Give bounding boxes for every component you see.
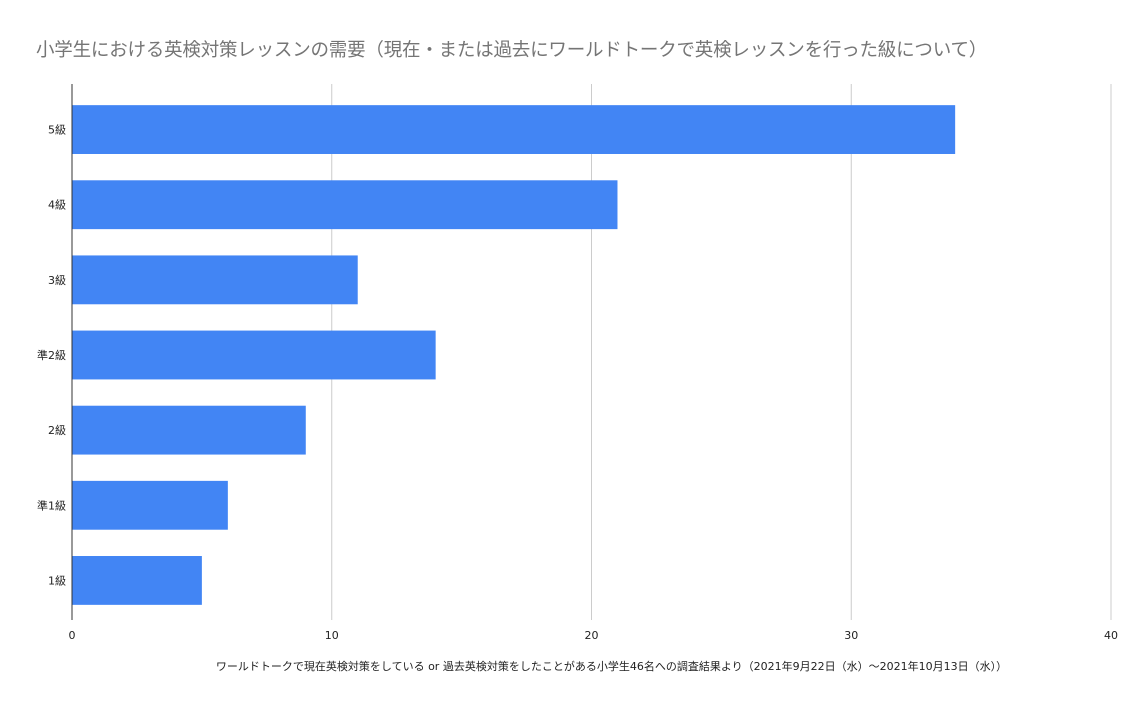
bar: [72, 255, 358, 305]
y-tick-label: 1級: [48, 574, 66, 587]
bar: [72, 556, 202, 605]
y-tick-label: 5級: [48, 124, 66, 137]
y-tick-label: 準1級: [37, 498, 66, 512]
x-tick-label: 10: [325, 629, 339, 642]
bar: [72, 405, 306, 455]
y-tick-label: 4級: [48, 199, 66, 212]
x-tick-label: 0: [69, 629, 76, 642]
x-tick-label: 40: [1104, 629, 1118, 642]
chart-title: 小学生における英検対策レッスンの需要（現在・または過去にワールドトークで英検レッ…: [36, 40, 988, 61]
x-tick-label: 20: [585, 629, 599, 642]
y-tick-label: 準2級: [37, 348, 66, 362]
x-tick-label: 30: [844, 629, 858, 642]
x-axis-title: ワールドトークで現在英検対策をしている or 過去英検対策をしたことがある小学生…: [216, 659, 1007, 673]
y-tick-label: 2級: [48, 424, 66, 437]
bar: [72, 105, 956, 154]
grid-layer: [331, 84, 1112, 620]
bar: [72, 180, 618, 230]
y-tick-label: 3級: [48, 274, 66, 287]
bar: [72, 330, 436, 380]
bar-layer: [72, 105, 956, 605]
bar: [72, 480, 228, 530]
